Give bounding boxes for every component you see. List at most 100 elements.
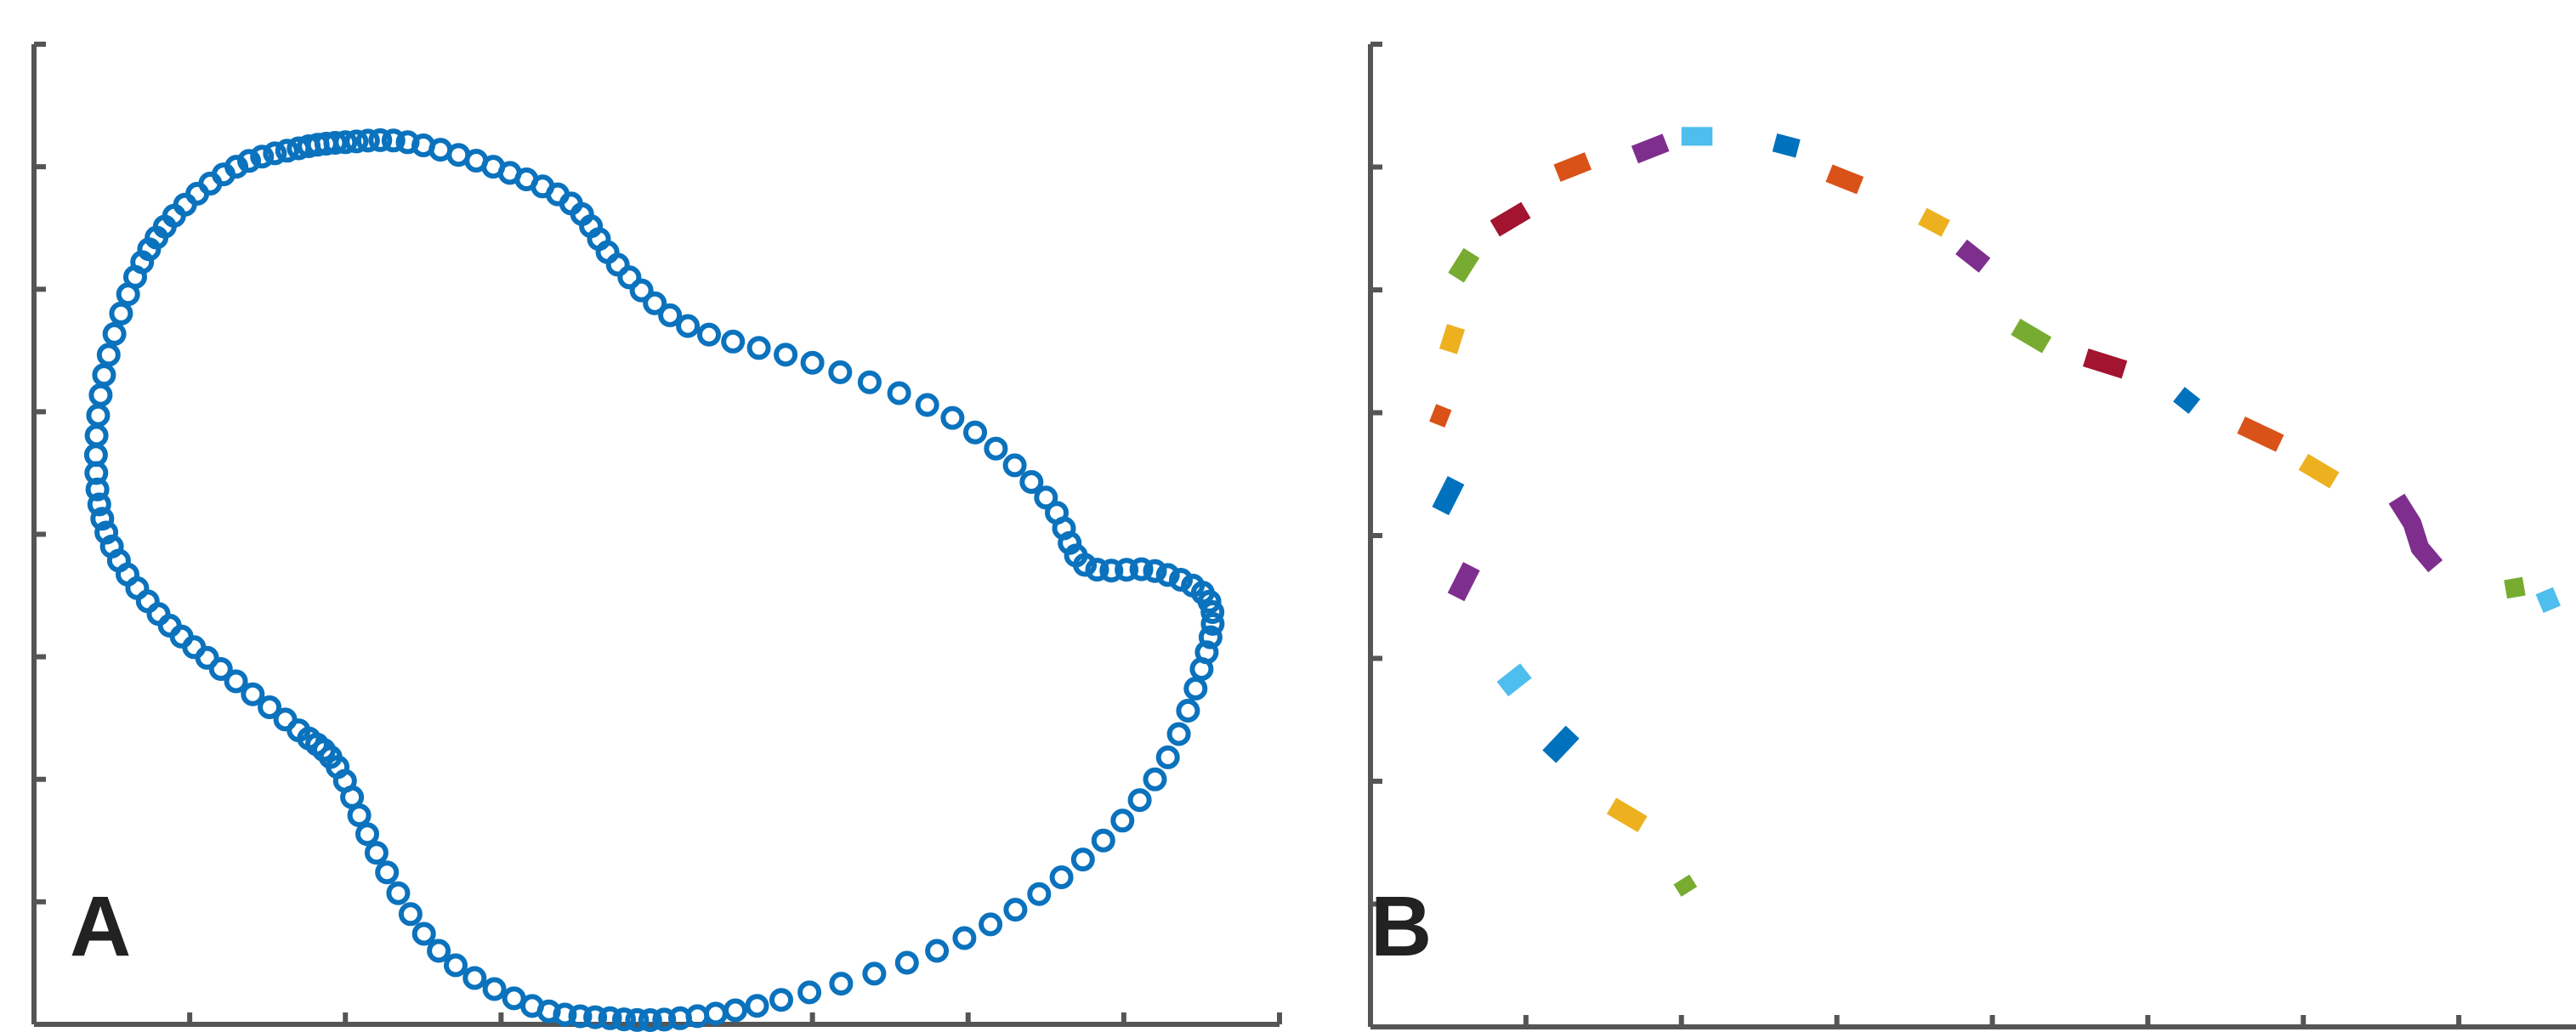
data-point [668, 1006, 692, 1030]
trajectory-segment [1496, 663, 1532, 697]
trajectory-segment [1553, 152, 1592, 182]
data-point [638, 1008, 662, 1032]
data-point [963, 420, 987, 445]
trajectory-segment [1448, 247, 1480, 283]
data-point [1169, 568, 1193, 592]
data-point [1155, 563, 1180, 587]
data-point [381, 128, 406, 153]
data-point [887, 381, 911, 405]
data-point [237, 149, 261, 173]
trajectory-segment [1673, 874, 1698, 897]
data-point [1091, 828, 1115, 853]
data-point [723, 998, 747, 1023]
data-point [940, 405, 965, 430]
data-point [314, 132, 338, 156]
data-point [1027, 882, 1052, 906]
data-point [1110, 808, 1135, 833]
data-point [658, 303, 683, 327]
data-point [1183, 677, 1208, 700]
data-point [1034, 485, 1058, 510]
data-point [355, 822, 379, 847]
data-point [568, 1004, 593, 1029]
data-point [625, 1007, 650, 1032]
data-point [224, 669, 248, 694]
trajectory-segment [2173, 387, 2201, 414]
trajectory-segment [2388, 493, 2443, 573]
data-point [86, 403, 111, 428]
data-point [102, 321, 127, 346]
data-point [1176, 699, 1200, 723]
data-point [583, 1005, 608, 1029]
data-point [364, 841, 389, 865]
data-point [1115, 558, 1139, 582]
data-point [769, 988, 793, 1012]
trajectory-segment [1438, 324, 1466, 354]
data-point [828, 360, 853, 384]
data-point [1143, 767, 1167, 791]
data-point [275, 139, 299, 163]
trajectory-segment [1772, 133, 1801, 158]
data-point [273, 707, 298, 732]
data-point [598, 1006, 622, 1030]
panel-a-marks [83, 128, 1225, 1032]
data-point [462, 966, 487, 990]
trajectory-segment [2298, 453, 2340, 489]
trajectory-segment [1447, 562, 1480, 602]
data-point [703, 1001, 728, 1026]
data-point [241, 682, 265, 706]
data-point [721, 329, 746, 354]
data-point [857, 370, 882, 394]
data-point [1073, 553, 1098, 577]
trajectory-segment [2237, 416, 2284, 452]
data-point [208, 657, 233, 681]
data-point [979, 912, 1003, 937]
trajectory-segment [1432, 476, 1465, 516]
data-point [411, 921, 436, 946]
data-point [90, 507, 115, 531]
data-point [984, 436, 1008, 461]
data-point [88, 383, 113, 407]
trajectory-segment [2535, 587, 2561, 613]
data-point [797, 980, 822, 1005]
data-point [398, 902, 423, 927]
data-point [862, 961, 887, 986]
data-point [1166, 722, 1191, 746]
data-point [323, 131, 348, 155]
data-point [84, 423, 109, 448]
data-point [800, 350, 825, 375]
panel-b: B [1368, 42, 2576, 1029]
data-point [894, 950, 919, 975]
trajectory-segment [1918, 207, 1950, 237]
data-point [482, 977, 507, 1001]
data-point [605, 252, 630, 277]
data-point [87, 492, 111, 517]
panel-a: A [31, 42, 1282, 1032]
data-point [224, 155, 249, 179]
data-point [375, 860, 400, 885]
trajectory-segment [1489, 201, 1531, 237]
panel-a-axes [31, 42, 1282, 1027]
data-point [643, 291, 667, 315]
data-point [109, 301, 133, 326]
trajectory-segment [1825, 164, 1864, 195]
trajectory-segment [1542, 725, 1580, 763]
data-point [745, 994, 769, 1018]
trajectory-segment [1955, 239, 1991, 273]
data-point [629, 278, 654, 303]
data-point [1099, 559, 1124, 583]
panel-b-label: B [1370, 879, 1432, 974]
data-point [697, 322, 721, 347]
data-point [94, 520, 119, 545]
data-point [925, 938, 950, 963]
data-point [258, 695, 282, 719]
data-point [652, 1007, 677, 1032]
data-point [612, 1007, 636, 1032]
data-point [1127, 788, 1152, 813]
data-point [502, 986, 526, 1011]
data-point [1155, 745, 1180, 769]
data-point [96, 343, 121, 367]
panel-b-axes [1368, 42, 2576, 1029]
trajectory-segment [2082, 349, 2128, 379]
data-point [676, 314, 701, 338]
data-point [386, 881, 411, 905]
